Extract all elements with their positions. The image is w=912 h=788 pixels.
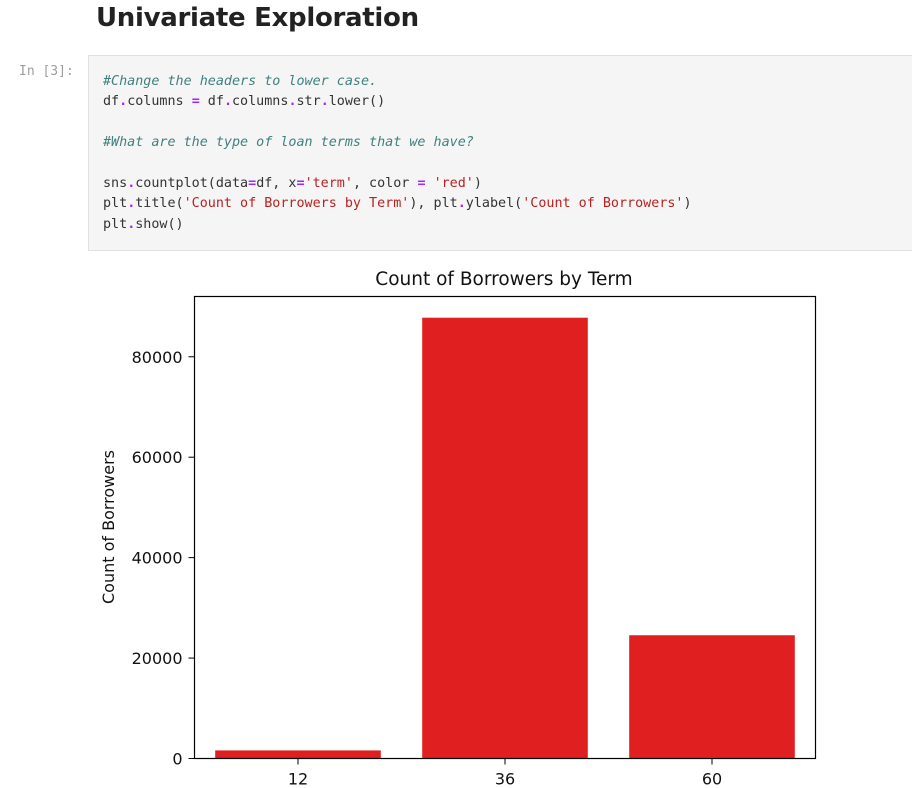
code-token: ): [683, 196, 692, 212]
code-token: plt: [103, 216, 128, 232]
code-token: =: [296, 176, 305, 192]
code-token: countplot(data: [135, 176, 249, 192]
code-token: 'term': [304, 176, 353, 192]
code-token: ylabel(: [465, 196, 523, 212]
y-tick-label: 40000: [132, 549, 183, 568]
code-token: 'red': [433, 176, 474, 192]
code-token: sns: [103, 176, 128, 192]
code-token: 'Count of Borrowers by Term': [183, 196, 410, 212]
code-line: sns.countplot(data=df, x='term', color =…: [103, 176, 482, 191]
code-token: =: [191, 94, 200, 110]
code-token: df, x: [256, 176, 297, 192]
code-token: str: [296, 94, 321, 110]
code-token: lower(): [328, 94, 386, 110]
code-token: df: [103, 94, 120, 110]
cell-prompt: In [3]:: [19, 64, 74, 79]
code-token: .: [288, 94, 297, 110]
bar-term-60: [629, 635, 795, 759]
code-token: [426, 176, 434, 191]
y-axis-ticks: 0 20000 40000 60000 80000: [132, 348, 195, 769]
code-token: df: [199, 94, 224, 110]
x-tick-label: 60: [702, 770, 722, 788]
y-tick-label: 20000: [132, 649, 183, 668]
axes-frame: [193, 295, 817, 760]
x-tick-label: 36: [495, 770, 515, 788]
section-heading: Univariate Exploration: [96, 3, 419, 33]
countplot-chart: Count of Borrowers by Term Count of Borr…: [99, 269, 817, 788]
code-token: ): [473, 176, 482, 192]
code-line: #What are the type of loan terms that we…: [103, 135, 474, 150]
chart-title: Count of Borrowers by Term: [375, 269, 632, 290]
y-tick-label: 80000: [132, 348, 183, 367]
code-token: .: [127, 196, 136, 212]
bar-term-36: [422, 317, 588, 759]
code-token: .: [320, 94, 329, 110]
bar-term-12: [215, 750, 381, 759]
code-token: plt: [103, 196, 128, 212]
code-comment: #What are the type of loan terms that we…: [103, 135, 474, 151]
x-axis-ticks: 12 36 60: [288, 758, 722, 788]
code-line: plt.title('Count of Borrowers by Term'),…: [103, 196, 692, 211]
code-token: columns: [232, 94, 289, 110]
y-tick-label: 60000: [132, 448, 183, 467]
code-line: df.columns = df.columns.str.lower(): [103, 94, 385, 109]
code-cell[interactable]: [88, 55, 912, 251]
code-line: #Change the headers to lower case.: [103, 74, 377, 89]
code-token: ), plt: [409, 196, 458, 212]
code-comment: #Change the headers to lower case.: [103, 74, 378, 89]
code-token: .: [119, 94, 128, 110]
code-token: 'Count of Borrowers': [522, 196, 684, 212]
code-token: , color: [352, 176, 418, 192]
code-token: columns: [127, 94, 192, 110]
code-line: plt.show(): [103, 217, 184, 232]
y-axis-label: Count of Borrowers: [99, 450, 118, 604]
code-token: show(): [135, 216, 184, 232]
code-token: .: [127, 216, 136, 232]
code-token: =: [248, 176, 257, 192]
x-tick-label: 12: [288, 770, 308, 788]
bars-group: [215, 317, 795, 759]
code-token: =: [417, 176, 426, 192]
code-token: .: [457, 196, 466, 212]
code-editor[interactable]: #Change the headers to lower case. df.co…: [103, 72, 692, 235]
code-token: .: [223, 94, 232, 110]
code-token: title(: [135, 196, 184, 212]
y-tick-label: 0: [172, 750, 182, 769]
code-token: .: [127, 176, 136, 192]
